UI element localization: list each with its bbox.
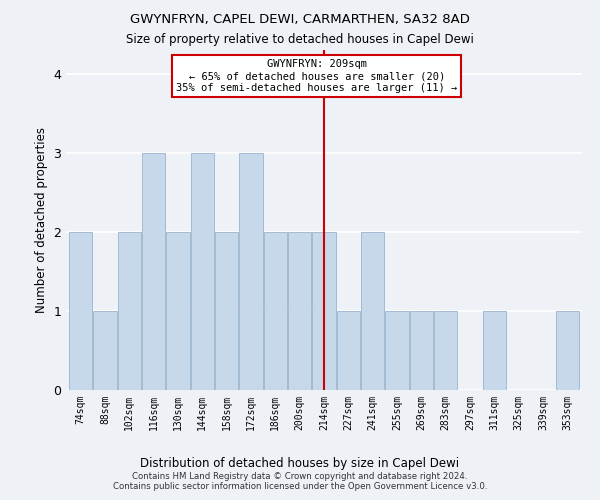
Text: GWYNFRYN: 209sqm
← 65% of detached houses are smaller (20)
35% of semi-detached : GWYNFRYN: 209sqm ← 65% of detached house… — [176, 60, 457, 92]
Bar — [288, 232, 311, 390]
Bar — [337, 311, 360, 390]
Text: Contains HM Land Registry data © Crown copyright and database right 2024.
Contai: Contains HM Land Registry data © Crown c… — [113, 472, 487, 491]
Y-axis label: Number of detached properties: Number of detached properties — [35, 127, 47, 313]
Text: GWYNFRYN, CAPEL DEWI, CARMARTHEN, SA32 8AD: GWYNFRYN, CAPEL DEWI, CARMARTHEN, SA32 8… — [130, 12, 470, 26]
Bar — [483, 311, 506, 390]
Bar — [556, 311, 579, 390]
Bar — [361, 232, 384, 390]
Bar — [264, 232, 287, 390]
Bar — [313, 232, 335, 390]
Bar — [118, 232, 141, 390]
Bar — [215, 232, 238, 390]
Bar — [69, 232, 92, 390]
Bar — [94, 311, 116, 390]
Bar — [239, 153, 263, 390]
Bar — [142, 153, 165, 390]
Bar — [385, 311, 409, 390]
Bar — [191, 153, 214, 390]
Text: Size of property relative to detached houses in Capel Dewi: Size of property relative to detached ho… — [126, 32, 474, 46]
Text: Distribution of detached houses by size in Capel Dewi: Distribution of detached houses by size … — [140, 458, 460, 470]
Bar — [166, 232, 190, 390]
Bar — [410, 311, 433, 390]
Bar — [434, 311, 457, 390]
